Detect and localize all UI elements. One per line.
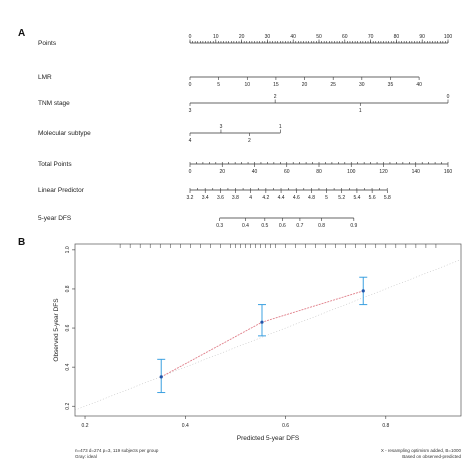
row-0-tick-label-10: 100: [444, 34, 453, 40]
row-0-tick-label-0: 0: [189, 34, 192, 40]
y-axis-label: Observed 5-year DFS: [53, 298, 60, 362]
row-0-tick-label-9: 90: [419, 34, 425, 40]
row-6-tick-label-6: 0.9: [350, 223, 357, 229]
row-4-tick-label-8: 160: [444, 169, 453, 175]
row-0-tick-label-1: 10: [213, 34, 219, 40]
row-0-tick-label-6: 60: [342, 34, 348, 40]
row-0-tick-label-3: 30: [265, 34, 271, 40]
row-2-tick-label-1: 2: [274, 94, 277, 100]
row-4-tick-label-5: 100: [347, 169, 356, 175]
row-4-tick-label-1: 20: [219, 169, 225, 175]
row-6-name: 5-year DFS: [38, 215, 72, 222]
row-3-tick-label-2: 2: [248, 138, 251, 144]
x-tick-label-0: 0.2: [82, 423, 89, 429]
row-4-tick-label-2: 40: [252, 169, 258, 175]
row-5-tick-label-3: 3.8: [232, 195, 239, 201]
y-tick-label-2: 0.6: [65, 324, 71, 331]
row-1-tick-label-8: 40: [416, 82, 422, 88]
row-5-tick-label-12: 5.6: [369, 195, 376, 201]
row-5-tick-label-6: 4.4: [278, 195, 285, 201]
row-0-tick-label-8: 80: [394, 34, 400, 40]
y-tick-label-3: 0.8: [65, 285, 71, 292]
row-5-tick-label-7: 4.6: [293, 195, 300, 201]
row-5-tick-label-9: 5: [325, 195, 328, 201]
panel-a-label: A: [18, 28, 25, 39]
row-1-tick-label-7: 35: [388, 82, 394, 88]
row-2-tick-label-3: 0: [447, 94, 450, 100]
row-5-tick-label-4: 4: [249, 195, 252, 201]
row-0-tick-label-5: 50: [316, 34, 322, 40]
row-4-tick-label-4: 80: [316, 169, 322, 175]
ideal-line: [74, 259, 462, 411]
row-4-tick-label-7: 140: [412, 169, 421, 175]
row-3-name: Molecular subtype: [38, 130, 91, 137]
row-2-tick-label-2: 1: [359, 108, 362, 114]
footer-right-2: Based on observed-predicted: [402, 454, 461, 459]
row-5-tick-label-13: 5.8: [384, 195, 391, 201]
row-3-tick-label-3: 1: [279, 124, 282, 130]
row-1-name: LMR: [38, 74, 52, 81]
row-1-tick-label-3: 15: [273, 82, 279, 88]
row-5-tick-label-11: 5.4: [353, 195, 360, 201]
row-6-tick-label-5: 0.8: [318, 223, 325, 229]
calibration-plot: Predicted 5-year DFS Observed 5-year DFS…: [53, 243, 462, 459]
footer-right-1: X - resampling optimism added, B=1000: [381, 448, 462, 453]
row-0-tick-label-4: 40: [290, 34, 296, 40]
row-4-name: Total Points: [38, 161, 72, 168]
row-1-tick-label-0: 0: [189, 82, 192, 88]
data-point-2: [361, 289, 365, 293]
data-point-0: [159, 375, 163, 379]
row-3-tick-label-1: 3: [220, 124, 223, 130]
y-tick-label-1: 0.4: [65, 363, 71, 370]
row-6-tick-label-0: 0.3: [216, 223, 223, 229]
y-tick-label-4: 1.0: [65, 246, 71, 253]
row-1-tick-label-4: 20: [302, 82, 308, 88]
row-5-tick-label-8: 4.8: [308, 195, 315, 201]
row-5-tick-label-2: 3.6: [217, 195, 224, 201]
row-5-name: Linear Predictor: [38, 187, 85, 194]
row-5-tick-label-0: 3.2: [187, 195, 194, 201]
y-tick-label-0: 0.2: [65, 403, 71, 410]
footer-left-1: n=473 d=274 p=3, 119 subjects per group: [75, 448, 159, 453]
row-1-tick-label-1: 5: [217, 82, 220, 88]
footer-left-2: Gray: ideal: [75, 454, 97, 459]
panel-b-label: B: [18, 237, 25, 248]
data-point-1: [260, 320, 264, 324]
row-4-tick-label-0: 0: [189, 169, 192, 175]
x-tick-label-3: 0.8: [382, 423, 389, 429]
x-axis-label: Predicted 5-year DFS: [237, 435, 300, 442]
row-0-tick-label-2: 20: [239, 34, 245, 40]
x-tick-label-2: 0.6: [282, 423, 289, 429]
row-5-tick-label-10: 5.2: [338, 195, 345, 201]
row-0-tick-label-7: 70: [368, 34, 374, 40]
row-6-tick-label-3: 0.6: [279, 223, 286, 229]
row-5-tick-label-1: 3.4: [202, 195, 209, 201]
row-2-tick-label-0: 3: [189, 108, 192, 114]
row-6-tick-label-1: 0.4: [242, 223, 249, 229]
row-4-tick-label-3: 60: [284, 169, 290, 175]
row-2-name: TNM stage: [38, 100, 70, 107]
plot-frame: [74, 243, 462, 417]
row-4-tick-label-6: 120: [379, 169, 388, 175]
row-3-tick-label-0: 4: [189, 138, 192, 144]
row-1-tick-label-6: 30: [359, 82, 365, 88]
row-1-tick-label-2: 10: [244, 82, 250, 88]
row-5-tick-label-5: 4.2: [262, 195, 269, 201]
row-0-name: Points: [38, 40, 57, 47]
row-6-tick-label-4: 0.7: [296, 223, 303, 229]
x-tick-label-1: 0.4: [182, 423, 189, 429]
row-1-tick-label-5: 25: [330, 82, 336, 88]
row-6-tick-label-2: 0.5: [261, 223, 268, 229]
